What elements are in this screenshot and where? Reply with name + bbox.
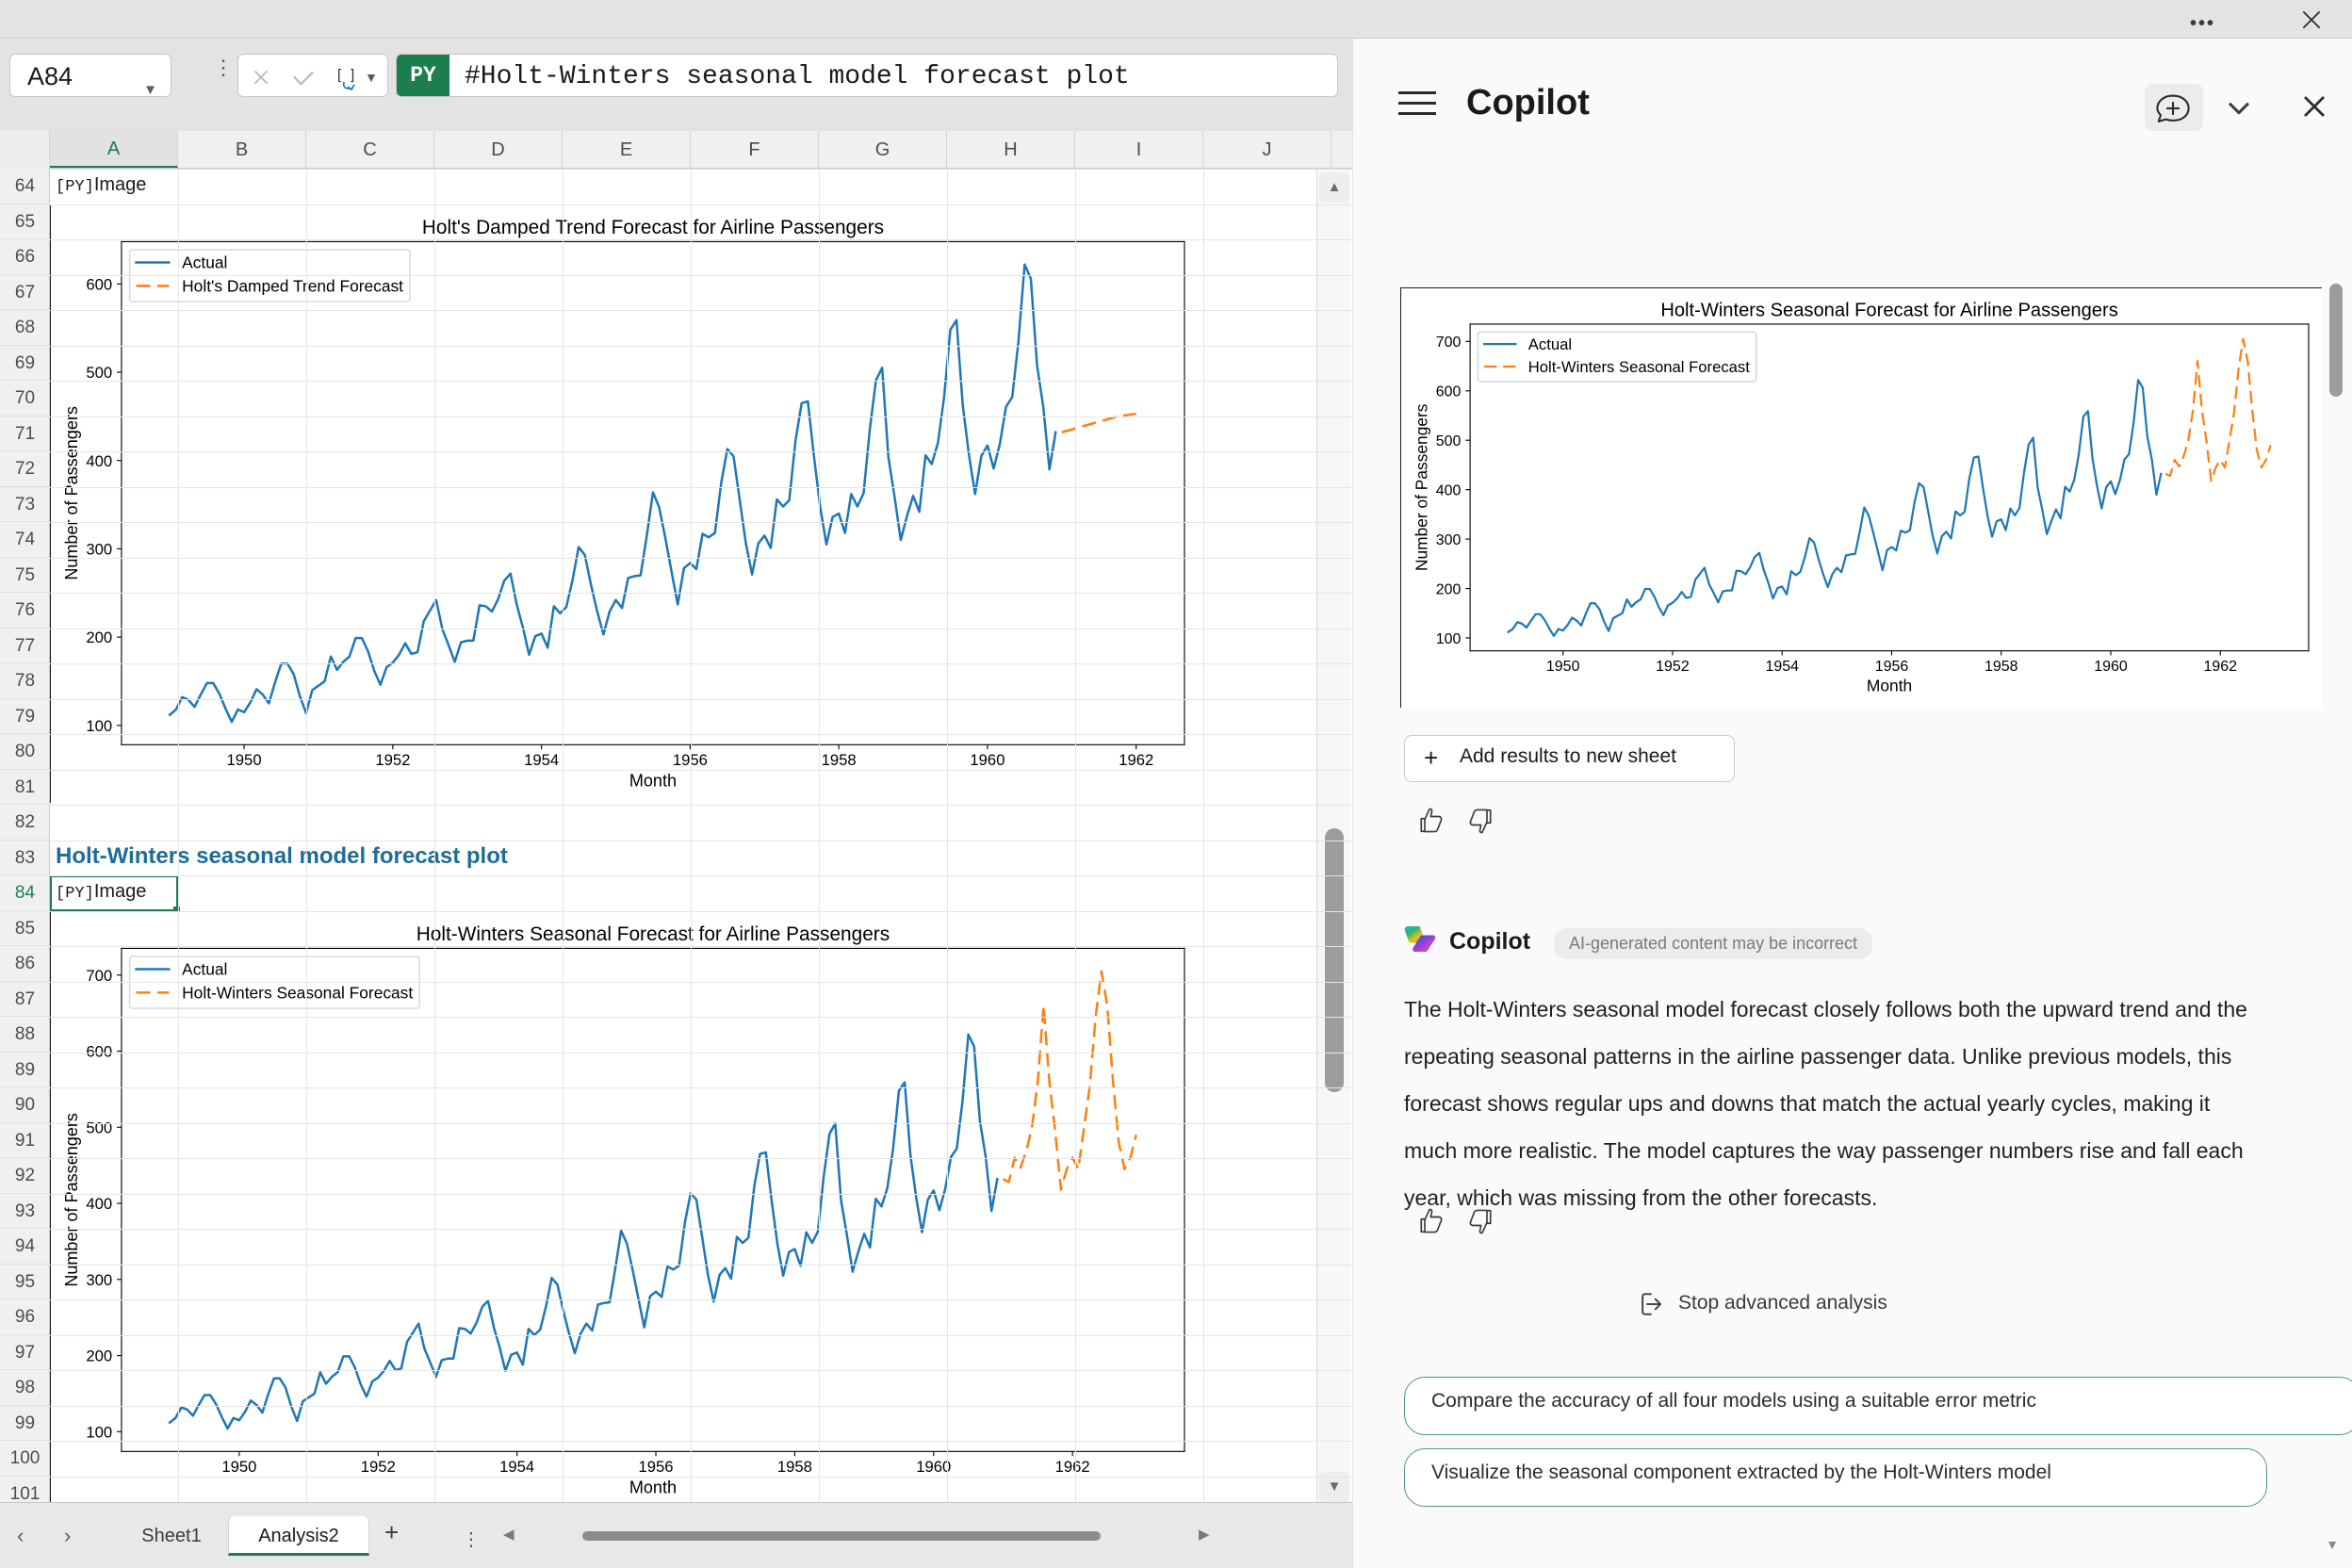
svg-text:300: 300 xyxy=(86,540,112,558)
svg-text:Number of Passengers: Number of Passengers xyxy=(62,1113,81,1287)
svg-text:1954: 1954 xyxy=(1765,659,1799,675)
svg-text:Holt-Winters Seasonal Forecast: Holt-Winters Seasonal Forecast for Airli… xyxy=(1660,301,2117,321)
svg-text:400: 400 xyxy=(1436,482,1462,498)
svg-text:Actual: Actual xyxy=(182,959,227,978)
svg-text:1952: 1952 xyxy=(1656,659,1690,675)
svg-text:Actual: Actual xyxy=(1528,335,1572,353)
svg-text:300: 300 xyxy=(86,1270,112,1288)
svg-text:300: 300 xyxy=(1436,532,1462,548)
svg-text:600: 600 xyxy=(1436,384,1462,400)
svg-text:1960: 1960 xyxy=(970,751,1004,769)
svg-text:700: 700 xyxy=(1436,335,1462,351)
svg-text:400: 400 xyxy=(86,451,112,469)
svg-text:Holt's Damped Trend Forecast: Holt's Damped Trend Forecast xyxy=(182,276,403,295)
svg-text:]: ] xyxy=(351,67,354,83)
svg-text:1950: 1950 xyxy=(221,1458,256,1476)
svg-text:1950: 1950 xyxy=(1546,659,1580,675)
svg-text:1962: 1962 xyxy=(2203,659,2237,675)
svg-text:200: 200 xyxy=(86,1347,112,1364)
svg-text:1954: 1954 xyxy=(499,1458,534,1476)
svg-text:Holt-Winters Seasonal Forecast: Holt-Winters Seasonal Forecast xyxy=(182,983,413,1002)
svg-text:1952: 1952 xyxy=(375,751,410,769)
svg-text:500: 500 xyxy=(86,364,112,382)
svg-text:Month: Month xyxy=(629,771,677,790)
svg-text:Number of Passengers: Number of Passengers xyxy=(1413,403,1431,571)
svg-text:1962: 1962 xyxy=(1055,1458,1090,1476)
svg-text:1952: 1952 xyxy=(361,1458,396,1476)
svg-text:600: 600 xyxy=(86,275,112,293)
svg-text:Holt's Damped Trend Forecast f: Holt's Damped Trend Forecast for Airline… xyxy=(422,217,884,238)
svg-text:Month: Month xyxy=(1867,676,1912,694)
svg-text:400: 400 xyxy=(86,1195,112,1213)
svg-text:1958: 1958 xyxy=(822,751,857,769)
svg-text:1956: 1956 xyxy=(1875,659,1909,675)
svg-text:200: 200 xyxy=(1436,581,1462,597)
svg-text:1962: 1962 xyxy=(1119,751,1153,769)
svg-text:500: 500 xyxy=(1436,433,1462,449)
svg-text:1960: 1960 xyxy=(2094,659,2128,675)
svg-text:Actual: Actual xyxy=(182,253,227,271)
svg-text:100: 100 xyxy=(86,716,112,734)
svg-text:1956: 1956 xyxy=(638,1458,673,1476)
svg-text:1960: 1960 xyxy=(916,1458,951,1476)
svg-text:1958: 1958 xyxy=(777,1458,812,1476)
svg-text:1954: 1954 xyxy=(524,751,559,769)
svg-text:1950: 1950 xyxy=(227,751,262,769)
svg-text:Month: Month xyxy=(629,1478,677,1496)
svg-text:Holt-Winters Seasonal Forecast: Holt-Winters Seasonal Forecast xyxy=(1528,358,1750,376)
svg-text:100: 100 xyxy=(1436,631,1462,647)
svg-text:200: 200 xyxy=(86,629,112,646)
svg-text:500: 500 xyxy=(86,1119,112,1136)
svg-text:Number of Passengers: Number of Passengers xyxy=(62,406,81,580)
svg-text:[: [ xyxy=(337,67,342,83)
svg-text:100: 100 xyxy=(86,1423,112,1441)
svg-text:1958: 1958 xyxy=(1984,659,2018,675)
